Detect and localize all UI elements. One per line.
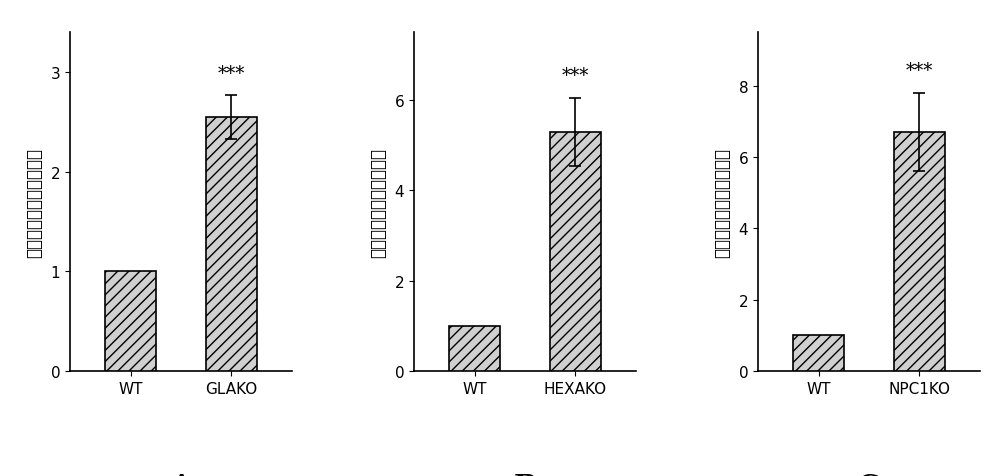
Bar — [894, 133, 945, 371]
Text: A: A — [170, 473, 192, 476]
Text: B: B — [513, 473, 537, 476]
Bar — [206, 118, 257, 371]
Y-axis label: 正常化的细胞内溶酶体积: 正常化的细胞内溶酶体积 — [714, 148, 732, 257]
Y-axis label: 正常化的细胞内溶酶体积: 正常化的细胞内溶酶体积 — [370, 148, 388, 257]
Text: C: C — [858, 473, 880, 476]
Text: ***: *** — [906, 62, 933, 80]
Bar — [793, 336, 844, 371]
Text: ***: *** — [218, 64, 245, 82]
Text: ***: *** — [562, 67, 589, 85]
Bar — [449, 326, 500, 371]
Bar — [550, 132, 601, 371]
Bar — [105, 272, 156, 371]
Y-axis label: 正常化的细胞内溶酶体积: 正常化的细胞内溶酶体积 — [26, 148, 44, 257]
